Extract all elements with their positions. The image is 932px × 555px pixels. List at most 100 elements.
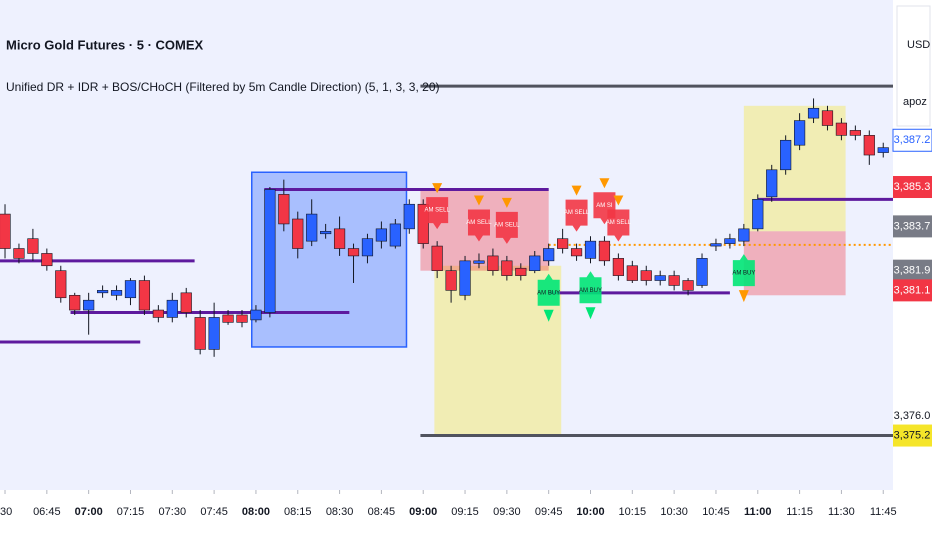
- x-tick-label: 11:45: [870, 506, 897, 518]
- signal-label: AM BUY: [579, 288, 602, 294]
- price-badge: [893, 424, 932, 447]
- scale-label[interactable]: apoz: [903, 96, 927, 108]
- x-tick-label: 10:30: [660, 506, 688, 518]
- price-label: 3,375.2: [894, 429, 931, 441]
- price-label: 3,387.2: [894, 134, 931, 146]
- candle-body: [821, 110, 834, 126]
- candle-body: [724, 238, 736, 244]
- candle-body: [320, 231, 332, 235]
- signal-box: [467, 209, 490, 242]
- candle-body: [487, 255, 499, 271]
- candle-body: [473, 260, 485, 264]
- price-label: 3,381.1: [894, 284, 931, 296]
- price-label: 3,383.7: [894, 220, 931, 232]
- signal-arrow: [599, 178, 610, 189]
- signal-label: AM BUY: [537, 290, 560, 296]
- levels: [0, 84, 893, 438]
- x-tick-label: 07:00: [75, 506, 103, 518]
- candle-body: [222, 314, 234, 323]
- candle-body: [557, 238, 569, 249]
- candle-body: [752, 199, 764, 230]
- x-tick-label: 09:15: [451, 506, 479, 518]
- signal-box: [579, 271, 602, 304]
- candle-body: [278, 194, 290, 225]
- candles: [0, 98, 889, 357]
- candle-body: [570, 248, 583, 257]
- currency-panel: [896, 5, 931, 127]
- candle-body: [138, 280, 151, 311]
- candle-body: [306, 213, 318, 242]
- price-label: 3,385.3: [894, 181, 931, 193]
- signal-box: [426, 197, 449, 230]
- candle-body: [710, 243, 722, 247]
- candle-body: [55, 270, 67, 299]
- candle-body: [83, 299, 95, 311]
- candle-body: [264, 189, 276, 313]
- signal-arrow: [501, 197, 512, 208]
- candle-body: [835, 122, 848, 136]
- x-tick-label: 09:30: [493, 506, 521, 518]
- x-tick-label: 08:45: [368, 506, 396, 518]
- candle-body: [501, 260, 513, 276]
- candle-body: [0, 213, 11, 249]
- chart-title: Micro Gold Futures · 5 · COMEX: [6, 37, 204, 52]
- candle-body: [124, 280, 137, 299]
- x-tick-label: 07:30: [159, 506, 187, 518]
- price-badge: [893, 176, 932, 199]
- x-tick-label: 08:00: [242, 506, 270, 518]
- signal-arrow: [738, 290, 749, 303]
- candle-body: [250, 309, 262, 321]
- signal-label: AM SELL: [424, 208, 450, 214]
- candle-body: [236, 314, 248, 323]
- signal-box: [565, 199, 588, 232]
- candle-body: [431, 245, 443, 271]
- signal-label: AM SELL: [606, 220, 632, 226]
- candle-body: [110, 290, 123, 296]
- candle-body: [626, 265, 638, 281]
- x-tick-label: 10:45: [702, 506, 730, 518]
- candle-body: [877, 147, 889, 153]
- price-badge: [893, 279, 932, 302]
- candle-body: [417, 203, 429, 244]
- candle-body: [347, 248, 360, 257]
- x-tick-label: 07:45: [200, 506, 228, 518]
- x-tick-label: 11:15: [786, 506, 813, 518]
- candle-body: [543, 248, 555, 262]
- candle-body: [27, 238, 39, 254]
- candle-body: [375, 228, 387, 242]
- signal-label: AM SELL: [494, 222, 520, 228]
- candle-body: [208, 317, 220, 350]
- candle-body: [41, 253, 53, 267]
- candle-body: [863, 135, 875, 156]
- signal-arrow: [585, 307, 596, 320]
- candle-body: [849, 130, 861, 136]
- signal-arrow: [613, 195, 624, 206]
- x-tick-label: 30: [0, 506, 12, 518]
- axes: 3,387.2 3,385.3 3,383.7 3,381.9 3,381.1 3,376…: [0, 128, 932, 518]
- candle-body: [13, 248, 25, 259]
- candle-body: [97, 290, 109, 294]
- candle-body: [696, 258, 708, 286]
- zone: [743, 231, 846, 296]
- indicator-name: Unified DR + IDR + BOS/CHoCH (Filtered b…: [6, 80, 440, 94]
- candle-body: [654, 275, 666, 281]
- zone: [251, 171, 408, 348]
- x-tick-label: 08:30: [326, 506, 354, 518]
- price-label: 3,381.9: [894, 265, 931, 277]
- currency[interactable]: USD: [907, 39, 930, 51]
- signal-arrow: [571, 185, 582, 196]
- x-tick-label: 11:30: [828, 506, 855, 518]
- candle-body: [640, 270, 652, 281]
- candle-body: [180, 292, 192, 313]
- signal-label: AM SELL: [564, 210, 590, 216]
- price-label: 3,376.0: [894, 410, 931, 422]
- signal-box: [495, 211, 518, 244]
- x-tick-label: 11:00: [744, 506, 772, 518]
- candle-body: [682, 280, 694, 291]
- candle-body: [515, 267, 527, 276]
- x-tick-label: 07:15: [117, 506, 145, 518]
- x-tick-label: 09:45: [535, 506, 563, 518]
- candle-body: [194, 317, 206, 350]
- candle-body: [361, 238, 374, 257]
